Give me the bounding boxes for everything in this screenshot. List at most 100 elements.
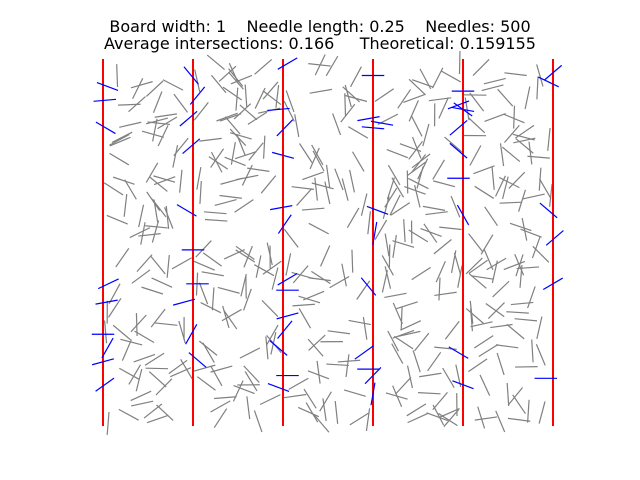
needle-no-crossing [296, 188, 313, 206]
needle-no-crossing [103, 320, 108, 344]
needle-no-crossing [314, 54, 326, 76]
needle-crossing [366, 205, 389, 215]
needle-no-crossing [406, 403, 427, 417]
needle-no-crossing [106, 214, 128, 225]
needle-no-crossing [392, 385, 403, 407]
needle-no-crossing [527, 155, 550, 159]
needle-no-crossing [464, 97, 470, 121]
needle-no-crossing [193, 364, 216, 372]
needle-no-crossing [170, 367, 192, 378]
needle-no-crossing [433, 239, 452, 255]
needle-no-crossing [458, 51, 461, 74]
needle-no-crossing [395, 377, 412, 395]
needle-no-crossing [408, 177, 429, 190]
needle-no-crossing [305, 402, 319, 423]
needle-no-crossing [486, 257, 507, 271]
needle-no-crossing [349, 169, 356, 193]
needle-no-crossing [506, 323, 525, 340]
chart-title-line-1: Board width: 1 Needle length: 0.25 Needl… [109, 17, 531, 36]
needle-no-crossing [319, 391, 332, 412]
needle-no-crossing [283, 393, 307, 399]
needle-crossing [277, 320, 293, 339]
needle-no-crossing [220, 177, 243, 185]
needle-no-crossing [508, 171, 526, 189]
needle-crossing [95, 121, 116, 135]
needle-no-crossing [111, 131, 133, 143]
needle-no-crossing [214, 199, 237, 207]
needle-no-crossing [235, 87, 239, 111]
needle-no-crossing [133, 353, 156, 363]
needle-no-crossing [198, 340, 218, 356]
needle-no-crossing [146, 414, 169, 424]
needle-no-crossing [120, 338, 143, 346]
needle-no-crossing [307, 338, 324, 357]
needle-no-crossing [308, 63, 331, 67]
non-crossing-needles [103, 51, 553, 435]
needle-no-crossing [499, 143, 505, 167]
needle-no-crossing [503, 124, 520, 143]
needle-no-crossing [411, 115, 423, 137]
needle-no-crossing [194, 69, 201, 92]
needle-no-crossing [201, 271, 224, 277]
needle-crossing [97, 278, 119, 290]
needle-no-crossing [408, 78, 426, 96]
needle-no-crossing [150, 308, 166, 328]
needle-no-crossing [292, 265, 309, 284]
needle-no-crossing [308, 334, 326, 351]
needle-no-crossing [412, 350, 421, 373]
needle-no-crossing [199, 180, 202, 204]
needle-no-crossing [495, 344, 519, 349]
needle-no-crossing [309, 147, 320, 170]
needle-no-crossing [362, 316, 368, 340]
needle-no-crossing [285, 90, 295, 113]
needle-no-crossing [404, 186, 426, 195]
needle-no-crossing [112, 176, 135, 185]
needle-no-crossing [297, 406, 320, 418]
needle-no-crossing [112, 324, 131, 341]
needle-no-crossing [469, 92, 485, 112]
needle-no-crossing [143, 403, 163, 419]
needle-no-crossing [320, 245, 331, 267]
needle-no-crossing [138, 233, 161, 237]
needle-no-crossing [349, 412, 370, 426]
needle-no-crossing [407, 412, 429, 424]
needle-crossing [543, 64, 563, 81]
needle-no-crossing [195, 240, 212, 258]
needle-no-crossing [427, 351, 442, 372]
needle-no-crossing [473, 335, 494, 349]
needle-no-crossing [442, 367, 455, 388]
needle-no-crossing [262, 260, 282, 275]
needle-no-crossing [157, 125, 169, 147]
needle-crossing [542, 277, 564, 291]
needle-no-crossing [266, 324, 279, 346]
board-lines [102, 59, 554, 426]
needle-no-crossing [131, 269, 151, 284]
needle-no-crossing [329, 275, 350, 289]
needle-no-crossing [522, 193, 545, 200]
needle-no-crossing [248, 142, 264, 161]
needle-no-crossing [108, 283, 121, 305]
needle-no-crossing [253, 264, 275, 277]
needle-no-crossing [247, 111, 268, 125]
needle-no-crossing [224, 116, 241, 135]
needle-no-crossing [223, 248, 245, 260]
needle-crossing [370, 382, 376, 406]
needle-no-crossing [325, 55, 339, 77]
needle-no-crossing [469, 145, 482, 166]
needle-no-crossing [173, 93, 189, 113]
needle-no-crossing [292, 303, 315, 307]
needle-no-crossing [507, 417, 531, 422]
needle-no-crossing [480, 234, 494, 255]
needle-no-crossing [314, 177, 318, 201]
needle-no-crossing [155, 378, 173, 396]
needle-no-crossing [479, 374, 491, 396]
needle-no-crossing [242, 288, 252, 311]
needle-crossing [267, 107, 290, 112]
needle-crossing [449, 142, 468, 159]
needle-no-crossing [213, 408, 228, 428]
needle-no-crossing [303, 388, 317, 409]
needle-crossing [269, 340, 288, 356]
needle-no-crossing [230, 74, 253, 85]
needle-no-crossing [444, 136, 463, 153]
needle-no-crossing [118, 408, 139, 421]
